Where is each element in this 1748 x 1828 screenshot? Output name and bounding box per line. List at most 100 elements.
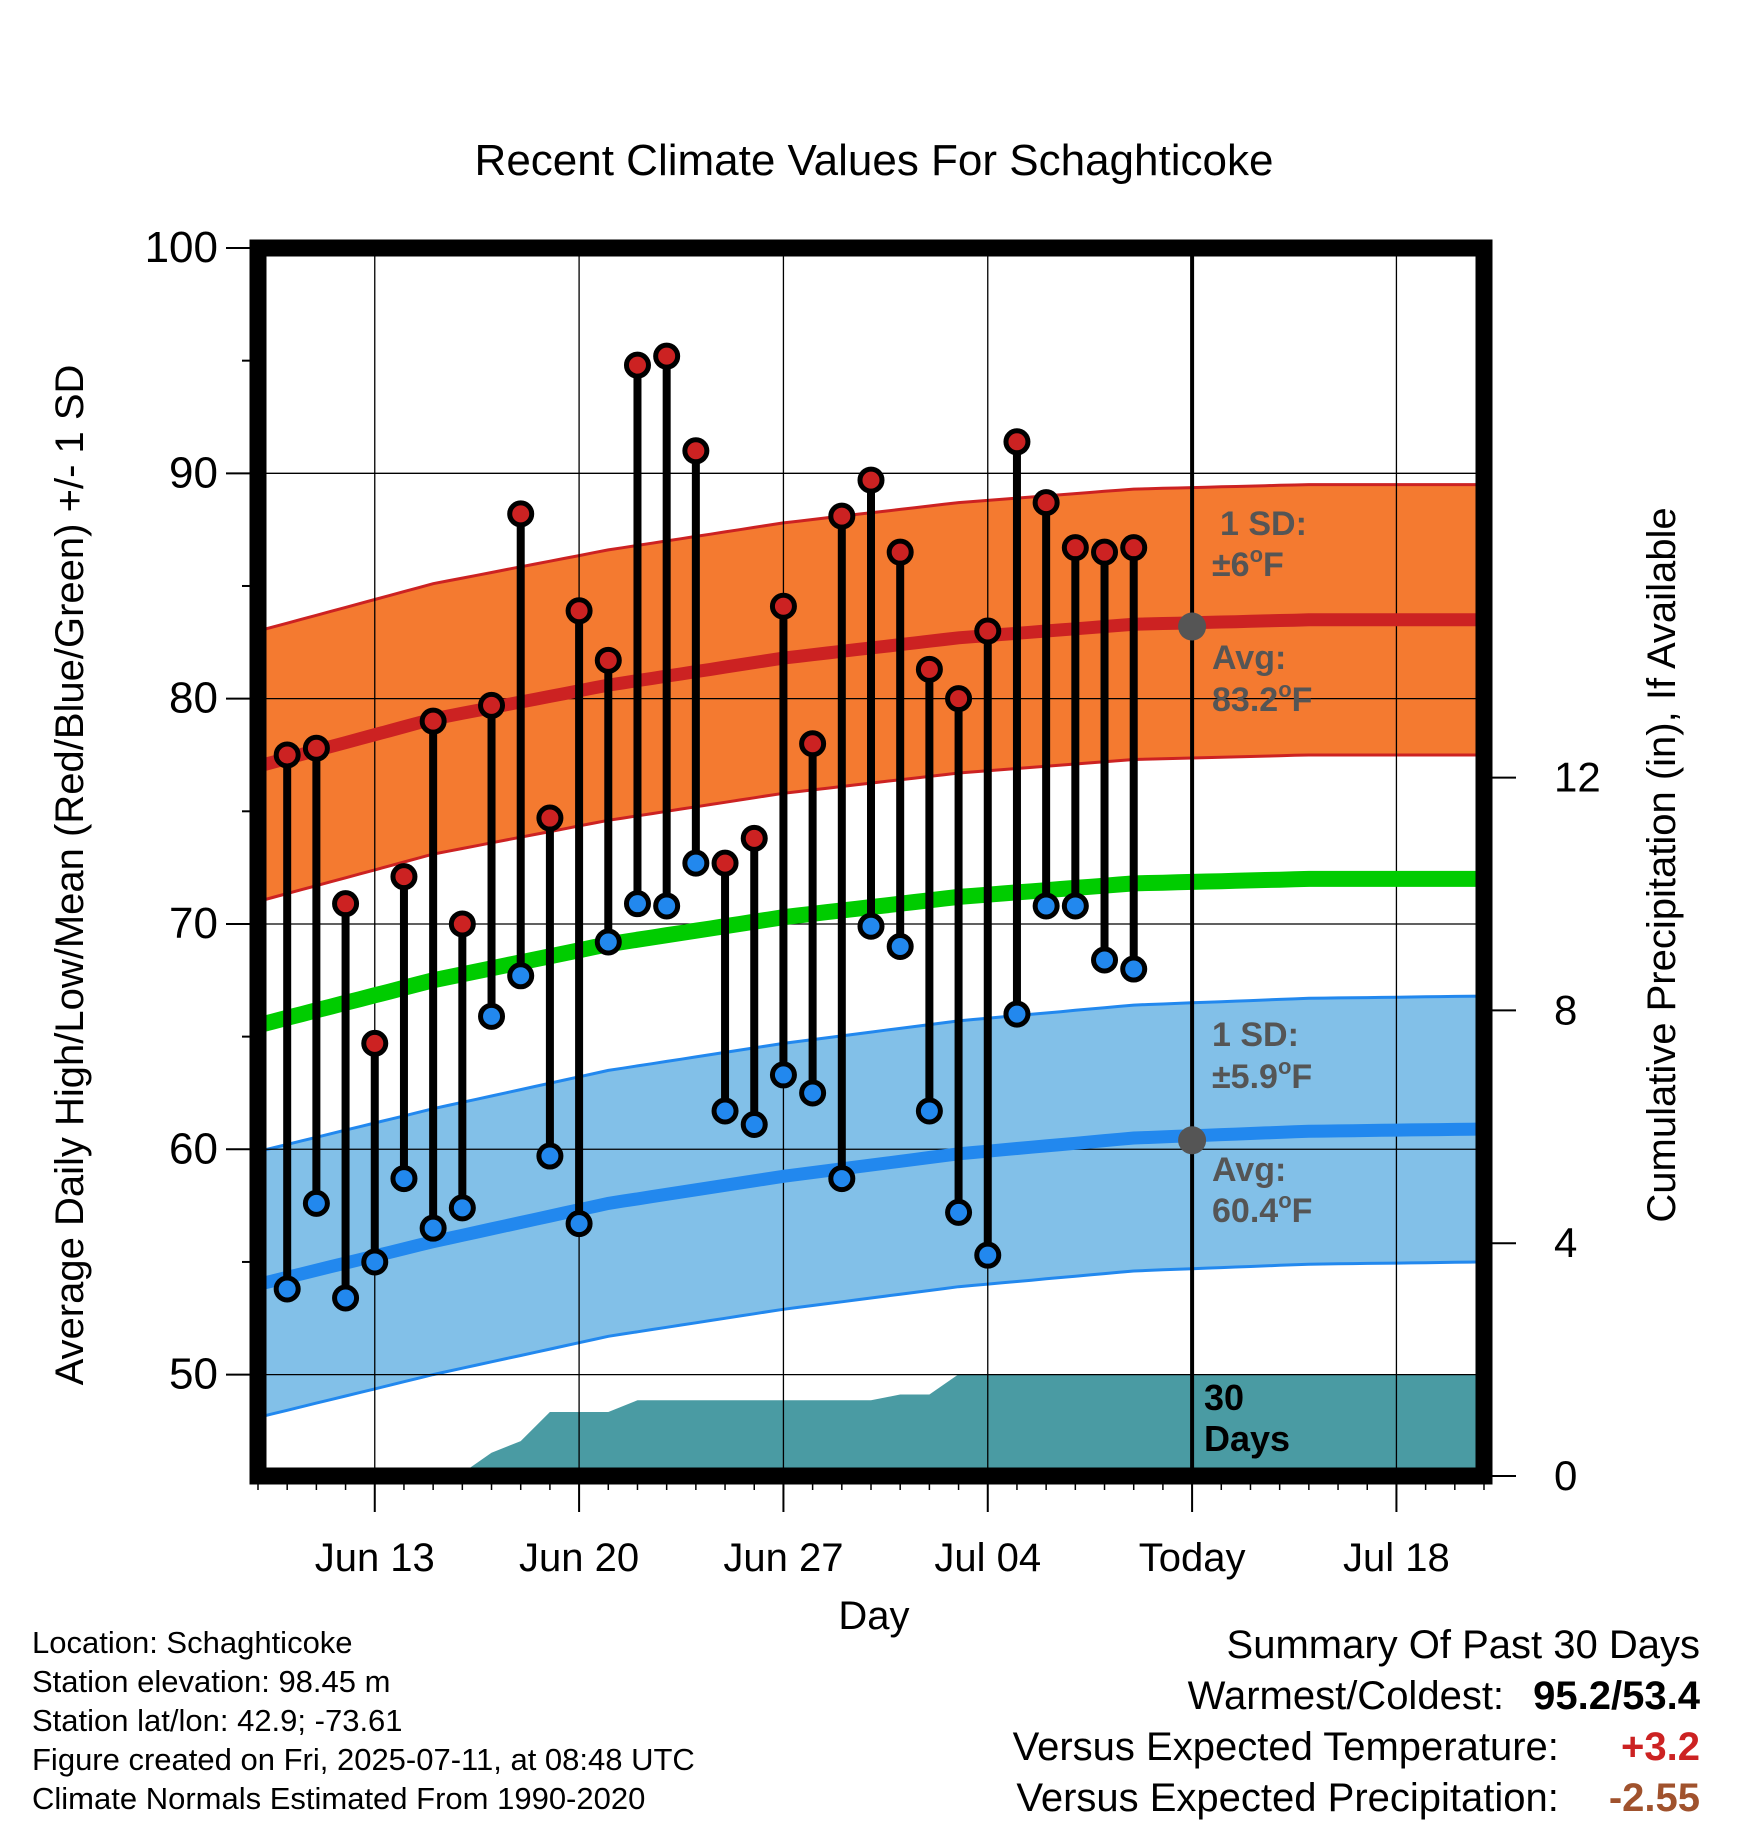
observation-day	[945, 685, 973, 1226]
x-axis-label: Day	[838, 1594, 909, 1638]
high-point	[448, 910, 476, 938]
high-avg-marker	[1178, 612, 1207, 641]
y-axis-label: Average Daily High/Low/Mean (Red/Blue/Gr…	[48, 365, 92, 1386]
high-point	[1003, 428, 1031, 456]
low-point	[1003, 1000, 1031, 1028]
low-point	[974, 1241, 1002, 1269]
low-point	[1032, 892, 1060, 920]
high-point	[740, 824, 768, 852]
observation-day	[828, 502, 856, 1193]
low-point	[886, 932, 914, 960]
low-point	[1091, 946, 1119, 974]
high-sd-value: ±6oF	[1212, 542, 1284, 584]
low-point	[478, 1002, 506, 1030]
observation-day	[565, 597, 593, 1238]
low-point	[302, 1189, 330, 1217]
high-point	[536, 804, 564, 832]
high-point	[974, 617, 1002, 645]
y-tick-label: 100	[145, 223, 218, 272]
low-point	[915, 1097, 943, 1125]
observation-day	[361, 1029, 389, 1276]
low-point	[799, 1079, 827, 1107]
high-point	[302, 734, 330, 762]
high-point	[1091, 538, 1119, 566]
observation-day	[1003, 428, 1031, 1028]
observation-day	[1120, 534, 1148, 983]
low-sd-band	[258, 996, 1484, 1418]
high-point	[1120, 534, 1148, 562]
high-point	[419, 707, 447, 735]
observation-day	[332, 890, 360, 1312]
low-point	[565, 1210, 593, 1238]
high-avg-label: Avg:	[1212, 639, 1286, 677]
observation-day	[594, 646, 622, 956]
low-sd-band-lower-edge	[257, 1260, 1485, 1419]
low-point	[536, 1142, 564, 1170]
elevation-line: Station elevation: 98.45 m	[32, 1664, 391, 1699]
low-point	[623, 890, 651, 918]
observation-day	[974, 617, 1002, 1269]
high-point	[653, 342, 681, 370]
low-point	[857, 912, 885, 940]
observation-day	[1061, 534, 1089, 920]
high-point	[945, 685, 973, 713]
summary-warmest-coldest: Warmest/Coldest: 95.2/53.4	[1013, 1671, 1700, 1722]
warmest-coldest-label: Warmest/Coldest:	[1187, 1674, 1505, 1718]
observation-day	[886, 538, 914, 960]
x-tick-label: Jun 13	[315, 1536, 435, 1580]
low-point	[448, 1194, 476, 1222]
low-point	[332, 1284, 360, 1312]
observation-day	[273, 741, 301, 1303]
high-point	[565, 597, 593, 625]
chart-title: Recent Climate Values For Schaghticoke	[475, 136, 1274, 185]
observation-day	[302, 734, 330, 1217]
y2-tick-label: 12	[1554, 754, 1601, 801]
x-tick-label: Jun 20	[519, 1536, 639, 1580]
observation-day	[740, 824, 768, 1138]
precip-value: -2.55	[1608, 1776, 1700, 1820]
y-tick-label: 60	[169, 1124, 218, 1173]
high-point	[886, 538, 914, 566]
high-point	[332, 890, 360, 918]
y-tick-label: 70	[169, 899, 218, 948]
low-point	[361, 1248, 389, 1276]
low-point	[828, 1165, 856, 1193]
observation-day	[448, 910, 476, 1222]
y-tick-label: 50	[169, 1350, 218, 1399]
y2-tick-label: 8	[1554, 986, 1577, 1033]
high-point	[507, 500, 535, 528]
y2-axis-label: Cumulative Precipitation (in), If Availa…	[1640, 507, 1684, 1222]
high-point	[682, 437, 710, 465]
high-point	[828, 502, 856, 530]
low-point	[507, 962, 535, 990]
warmest-coldest-value: 95.2/53.4	[1533, 1674, 1700, 1718]
observation-day	[623, 351, 651, 918]
high-point	[478, 691, 506, 719]
low-sd-label: 1 SD:	[1212, 1016, 1299, 1054]
observation-day	[915, 655, 943, 1125]
x-tick-label: Jul 04	[934, 1536, 1041, 1580]
observation-day	[1032, 489, 1060, 920]
location-info: Location: Schaghticoke Station elevation…	[32, 1623, 695, 1818]
summary-title: Summary Of Past 30 Days	[1226, 1623, 1700, 1667]
created-line: Figure created on Fri, 2025-07-11, at 08…	[32, 1742, 695, 1777]
normals-line: Climate Normals Estimated From 1990-2020	[32, 1781, 646, 1816]
observation-day	[390, 863, 418, 1193]
temp-label: Versus Expected Temperature:	[1012, 1725, 1559, 1769]
y2-tick-label: 0	[1554, 1452, 1577, 1499]
low-point	[390, 1165, 418, 1193]
summary-panel: Summary Of Past 30 Days Warmest/Coldest:…	[1013, 1620, 1700, 1824]
observations	[273, 342, 1148, 1312]
high-point	[1061, 534, 1089, 562]
temp-value: +3.2	[1621, 1725, 1700, 1769]
high-point	[594, 646, 622, 674]
high-point	[390, 863, 418, 891]
high-point	[799, 730, 827, 758]
y2-tick-label: 4	[1554, 1219, 1577, 1266]
high-point	[857, 466, 885, 494]
observation-day	[711, 849, 739, 1125]
precip-area	[258, 1374, 1484, 1476]
observation-day	[769, 592, 797, 1089]
